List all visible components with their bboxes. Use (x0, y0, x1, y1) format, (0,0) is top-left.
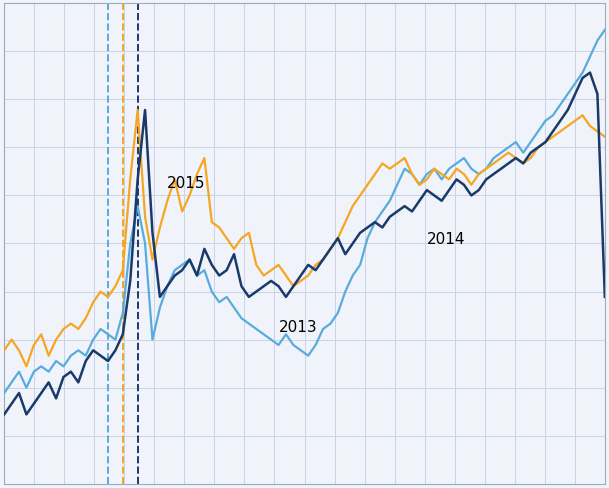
Text: 2014: 2014 (427, 232, 465, 246)
Text: 2015: 2015 (167, 176, 206, 191)
Text: 2013: 2013 (278, 320, 317, 335)
